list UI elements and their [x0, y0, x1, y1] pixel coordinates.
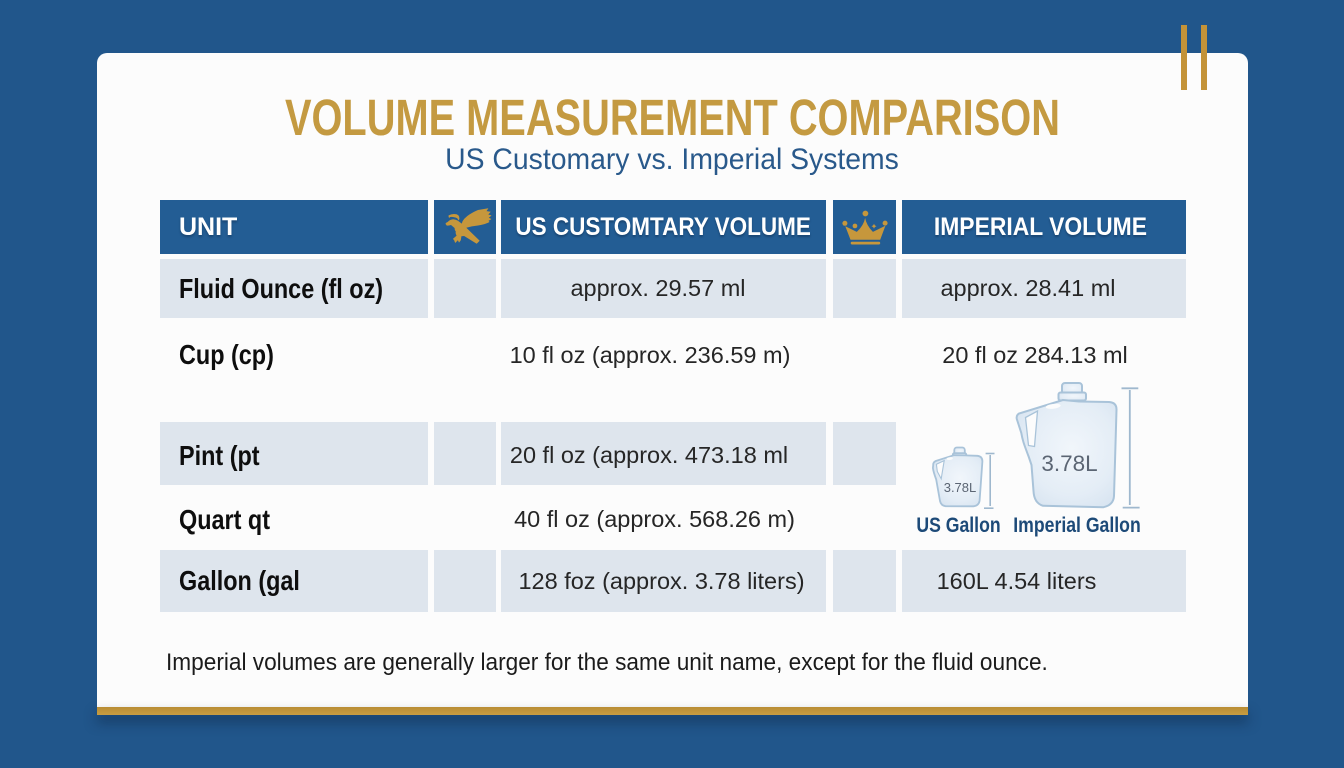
svg-text:3.78L: 3.78L — [1041, 451, 1097, 476]
svg-text:3.78L: 3.78L — [944, 480, 977, 495]
